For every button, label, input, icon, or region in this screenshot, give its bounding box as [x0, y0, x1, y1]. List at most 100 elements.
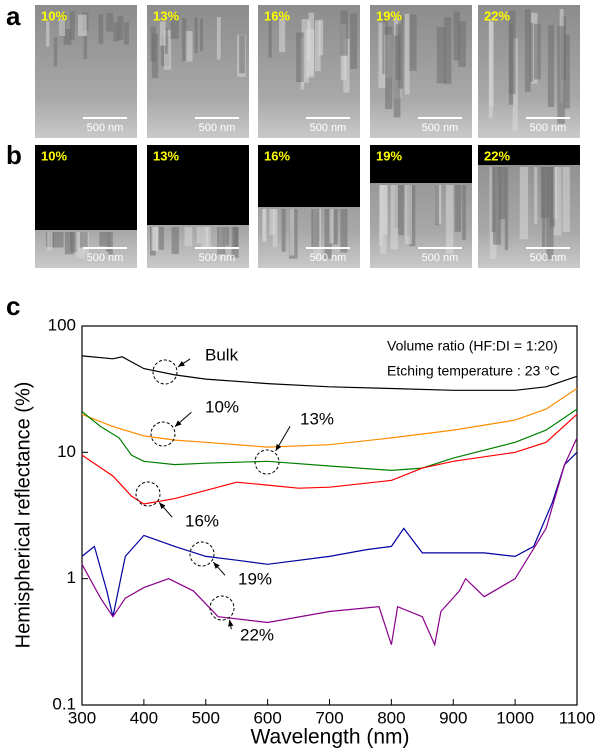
sem-texture [307, 20, 311, 60]
scale-label: 500 nm [199, 252, 236, 264]
sem-texture [340, 10, 348, 56]
series-label: 13% [300, 409, 334, 428]
sem-texture [164, 27, 168, 54]
image-label: 10% [41, 148, 67, 163]
sem-texture [564, 34, 570, 109]
callout-circle [150, 421, 176, 447]
sem-texture [117, 16, 124, 41]
sem-texture [281, 209, 286, 252]
series-line [81, 355, 578, 391]
sem-texture [196, 227, 202, 244]
series-label: Bulk [205, 345, 239, 364]
sem-texture [206, 227, 211, 248]
sem-texture [77, 14, 87, 36]
sem-texture [99, 232, 107, 247]
sem-texture [404, 185, 412, 245]
sem-texture [393, 35, 401, 118]
series-label: 16% [185, 511, 219, 530]
sem-texture [311, 209, 320, 249]
image-label: 19% [376, 8, 402, 23]
series-line [81, 451, 578, 617]
scale-label: 500 nm [422, 252, 459, 264]
series-line [81, 408, 578, 472]
y-tick-label: 10 [57, 442, 76, 461]
sem-texture [398, 15, 404, 89]
scale-label: 500 nm [530, 122, 567, 134]
sem-texture [549, 167, 555, 228]
sem-texture [499, 167, 507, 220]
x-tick-label: 900 [439, 708, 467, 727]
sem-texture [106, 13, 114, 32]
sem-texture [151, 33, 159, 79]
image-label: 22% [484, 8, 510, 23]
sem-texture [83, 35, 88, 60]
sem-texture [185, 31, 193, 62]
sem-texture [51, 232, 57, 248]
sem-texture [56, 232, 64, 248]
panel-label: b [6, 140, 22, 170]
scale-label: 500 nm [199, 122, 236, 134]
sem-texture [113, 22, 120, 42]
callout-circle [254, 449, 280, 475]
sem-texture [397, 185, 404, 236]
sem-texture [296, 32, 304, 83]
x-axis-label: Wavelength (nm) [250, 726, 409, 749]
x-tick-label: 500 [192, 708, 220, 727]
image-label: 16% [264, 8, 290, 23]
sem-texture [63, 28, 72, 45]
sem-texture [289, 209, 295, 256]
series-label: 19% [238, 569, 272, 588]
sem-texture [318, 19, 324, 56]
y-tick-label: 1 [67, 568, 76, 587]
sem-texture [332, 209, 338, 245]
image-label: 16% [264, 148, 290, 163]
scale-label: 500 nm [87, 122, 124, 134]
sem-texture [201, 227, 209, 250]
sem-texture [170, 14, 179, 39]
sem-texture [385, 26, 393, 110]
y-tick-label: 0.1 [52, 694, 76, 713]
sem-texture [529, 22, 533, 82]
sem-dark-region [370, 145, 472, 183]
callout-circle [189, 541, 215, 567]
sem-texture [108, 232, 113, 255]
sem-texture [454, 185, 462, 232]
panel-label: c [6, 291, 20, 321]
x-tick-label: 300 [68, 708, 96, 727]
sem-texture [562, 167, 570, 232]
sem-texture [524, 9, 531, 92]
arrow-head [177, 361, 185, 367]
arrow-head [159, 502, 166, 510]
x-tick-label: 700 [315, 708, 343, 727]
arrow-head [213, 562, 220, 569]
sem-texture [378, 22, 386, 88]
x-tick-label: 400 [130, 708, 158, 727]
sem-texture [340, 209, 348, 253]
sem-texture [171, 227, 179, 254]
arrow-head [174, 420, 182, 427]
callout-circle [152, 359, 178, 385]
sem-texture [225, 227, 230, 246]
sem-texture [269, 209, 276, 236]
scale-label: 500 nm [87, 252, 124, 264]
sem-texture [553, 167, 562, 236]
sem-texture [216, 17, 221, 60]
sem-texture [279, 18, 286, 53]
sem-texture [123, 22, 129, 45]
image-label: 10% [41, 8, 67, 23]
sem-dark-region [147, 145, 249, 225]
sem-texture [462, 185, 466, 241]
sem-texture [64, 232, 74, 255]
sem-texture [231, 227, 239, 258]
sem-dark-region [478, 145, 580, 165]
sem-texture [491, 167, 496, 233]
image-label: 22% [484, 148, 510, 163]
sem-texture [409, 185, 416, 247]
image-label: 13% [153, 8, 179, 23]
sem-texture [329, 209, 334, 244]
y-axis-label: Hemispherical reflectance (%) [12, 382, 34, 649]
series-label: 22% [240, 625, 274, 644]
series-label: 10% [205, 397, 239, 416]
sem-texture [199, 18, 204, 52]
